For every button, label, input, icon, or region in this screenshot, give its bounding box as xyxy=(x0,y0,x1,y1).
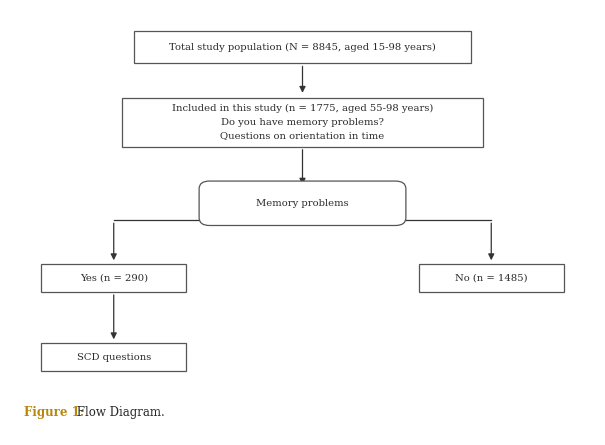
Text: Included in this study (n = 1775, aged 55-98 years)
Do you have memory problems?: Included in this study (n = 1775, aged 5… xyxy=(172,104,433,140)
Text: Yes (n = 290): Yes (n = 290) xyxy=(80,274,148,283)
FancyBboxPatch shape xyxy=(122,97,483,147)
FancyBboxPatch shape xyxy=(41,343,186,371)
Text: Figure 1:: Figure 1: xyxy=(24,406,84,419)
Text: Total study population (N = 8845, aged 15-98 years): Total study population (N = 8845, aged 1… xyxy=(169,43,436,52)
Text: SCD questions: SCD questions xyxy=(77,352,151,362)
FancyBboxPatch shape xyxy=(419,264,564,292)
FancyBboxPatch shape xyxy=(199,181,406,226)
Text: Flow Diagram.: Flow Diagram. xyxy=(73,406,165,419)
Text: No (n = 1485): No (n = 1485) xyxy=(455,274,528,283)
Text: Memory problems: Memory problems xyxy=(256,199,349,208)
FancyBboxPatch shape xyxy=(134,31,471,63)
FancyBboxPatch shape xyxy=(41,264,186,292)
